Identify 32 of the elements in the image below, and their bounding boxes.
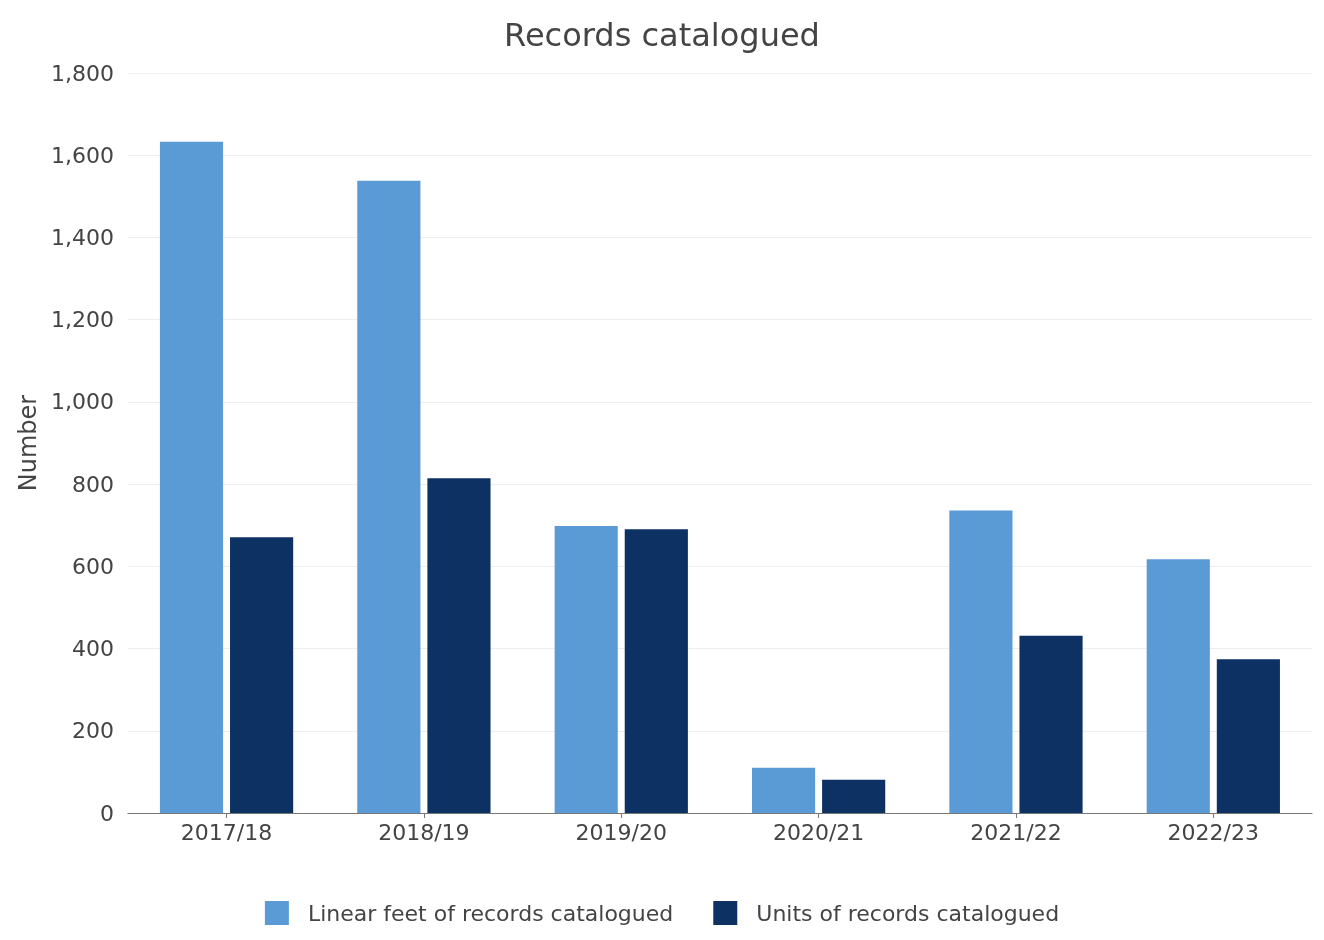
bar bbox=[427, 478, 491, 813]
bar bbox=[357, 180, 421, 813]
x-tick-label: 2020/21 bbox=[772, 819, 865, 845]
y-tick-label: 1,000 bbox=[50, 389, 114, 415]
y-tick-label: 600 bbox=[71, 553, 114, 579]
bar bbox=[1019, 635, 1083, 813]
bar bbox=[159, 141, 224, 813]
legend-label: Units of records catalogued bbox=[756, 900, 1060, 926]
x-tick-label: 2018/19 bbox=[378, 819, 470, 845]
x-tick-label: 2017/18 bbox=[180, 819, 273, 845]
legend-label: Linear feet of records catalogued bbox=[307, 900, 674, 926]
bar bbox=[949, 510, 1013, 813]
y-tick-label: 800 bbox=[71, 471, 114, 497]
y-tick-label: 200 bbox=[71, 718, 114, 744]
bar bbox=[1216, 659, 1280, 813]
y-tick-label: 1,800 bbox=[50, 60, 114, 86]
bar bbox=[822, 779, 886, 813]
y-tick-label: 1,200 bbox=[50, 307, 114, 333]
bar bbox=[230, 537, 294, 813]
y-tick-label: 1,400 bbox=[50, 224, 114, 250]
chart-title: Records catalogued bbox=[504, 16, 820, 54]
bar bbox=[1146, 559, 1210, 813]
bar bbox=[554, 526, 618, 813]
y-tick-label: 0 bbox=[99, 800, 114, 826]
y-tick-label: 1,600 bbox=[50, 142, 114, 168]
bar bbox=[751, 767, 816, 813]
y-tick-label: 400 bbox=[71, 636, 114, 662]
x-tick-label: 2022/23 bbox=[1167, 819, 1260, 845]
bar bbox=[624, 529, 688, 813]
x-tick-label: 2019/20 bbox=[575, 819, 667, 845]
y-axis-title: Number bbox=[14, 394, 42, 492]
x-tick-label: 2021/22 bbox=[970, 819, 1062, 845]
